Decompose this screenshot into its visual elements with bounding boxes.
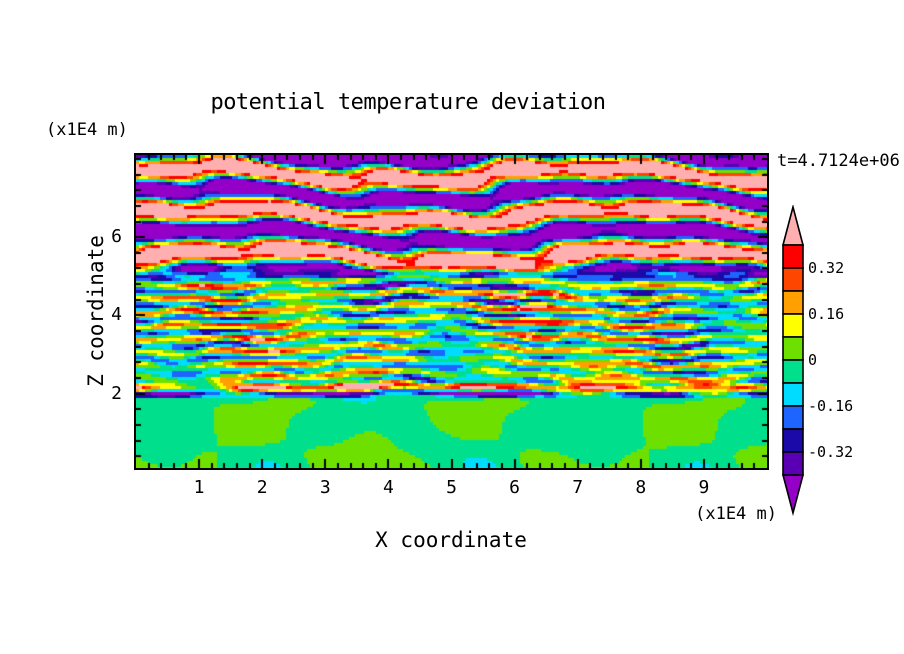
colorbar-segment bbox=[782, 428, 804, 453]
x-tick-label: 5 bbox=[446, 477, 457, 498]
x-tick-label: 2 bbox=[256, 477, 268, 498]
z-tick-label: 2 bbox=[111, 382, 122, 404]
colorbar-bottom-arrow bbox=[781, 474, 805, 517]
x-tick-label: 3 bbox=[319, 477, 331, 498]
x-tick-label: 9 bbox=[698, 477, 710, 498]
plot-area bbox=[134, 153, 769, 470]
colorbar-label: -0.32 bbox=[808, 443, 854, 461]
colorbar-segment bbox=[782, 244, 804, 269]
colorbar-segment bbox=[782, 451, 804, 476]
colorbar-label: 0.32 bbox=[808, 259, 845, 277]
plot-title: potential temperature deviation bbox=[210, 90, 606, 115]
colorbar-segment bbox=[782, 290, 804, 315]
z-tick-label: 6 bbox=[111, 226, 122, 248]
x-tick-label: 4 bbox=[382, 477, 394, 498]
colorbar-label: 0 bbox=[808, 351, 818, 369]
contour-field-canvas bbox=[136, 155, 767, 468]
colorbar-segment bbox=[782, 382, 804, 407]
colorbar-label: -0.16 bbox=[808, 397, 854, 415]
x-tick-label: 8 bbox=[635, 477, 647, 498]
z-tick-label: 4 bbox=[111, 304, 122, 326]
colorbar-top-arrow bbox=[781, 205, 805, 246]
colorbar-label: 0.16 bbox=[808, 305, 845, 323]
z-axis-units: (x1E4 m) bbox=[46, 120, 128, 140]
colorbar bbox=[781, 205, 805, 517]
x-tick-label: 7 bbox=[572, 477, 584, 498]
colorbar-segment bbox=[782, 313, 804, 338]
colorbar-segment bbox=[782, 267, 804, 292]
colorbar-segment bbox=[782, 405, 804, 430]
x-axis-title: X coordinate bbox=[375, 528, 527, 552]
colorbar-segment bbox=[782, 359, 804, 384]
x-axis-units: (x1E4 m) bbox=[695, 504, 777, 524]
x-tick-label: 6 bbox=[509, 477, 521, 498]
time-annotation: t=4.7124e+06 bbox=[777, 151, 900, 171]
colorbar-segment bbox=[782, 336, 804, 361]
x-tick-label: 1 bbox=[193, 477, 205, 498]
